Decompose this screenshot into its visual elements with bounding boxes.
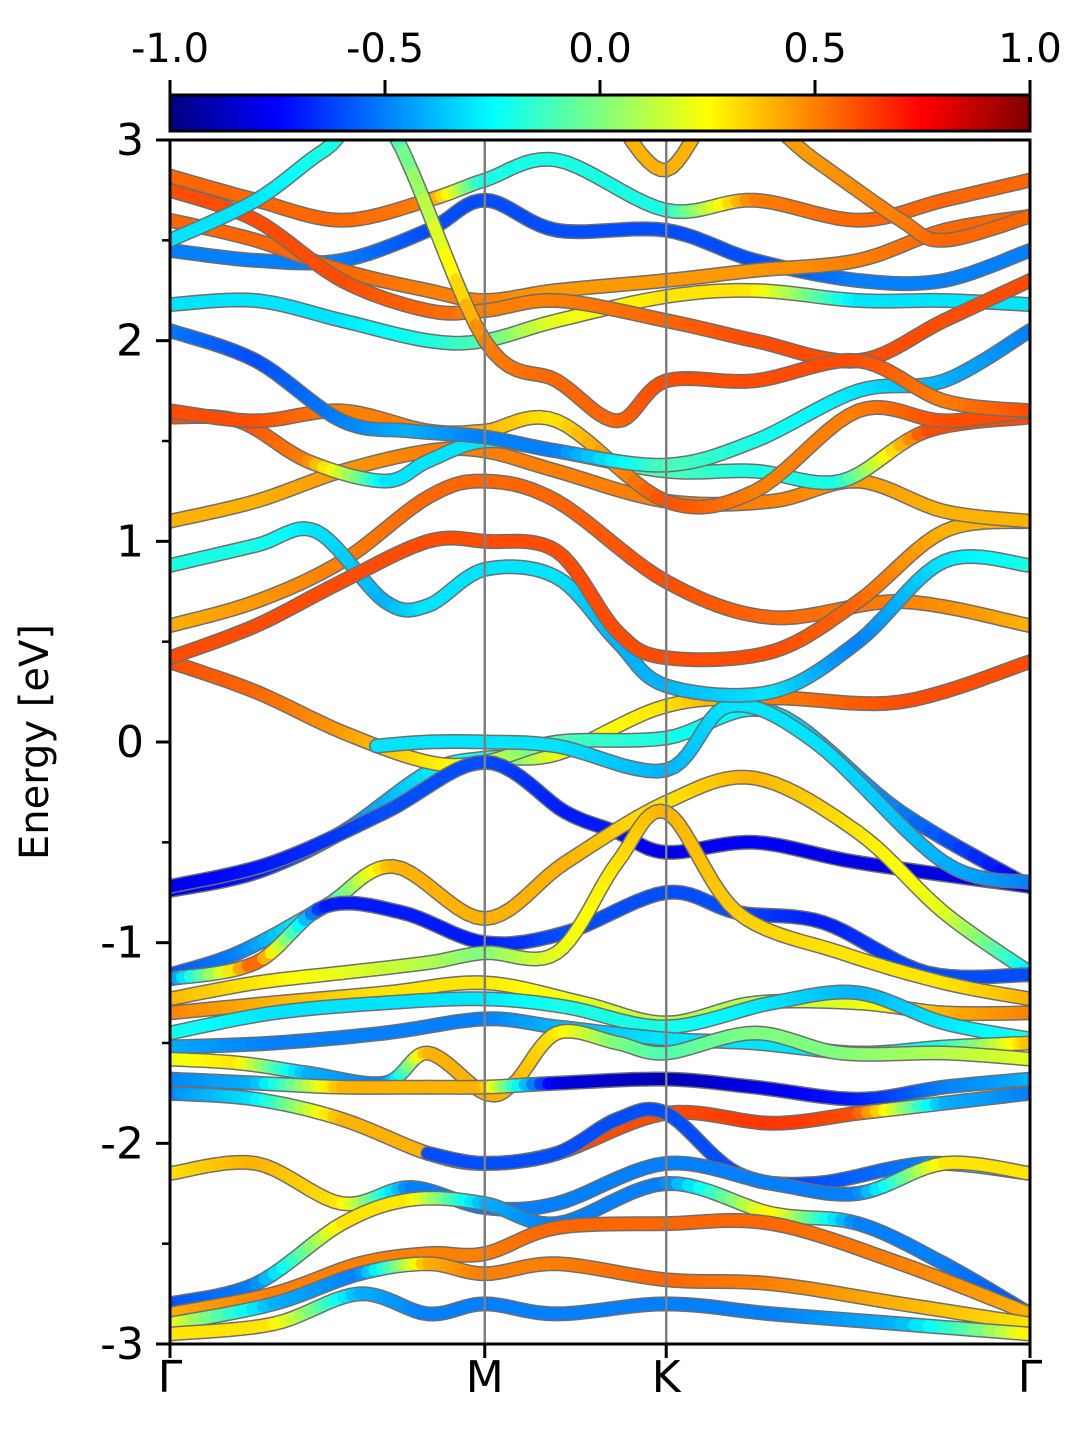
band-segment: [330, 140, 344, 145]
band-12: [170, 1071, 1030, 1107]
y-tick-label: 3: [116, 115, 144, 166]
band-18: [170, 1256, 1030, 1332]
colorbar-gradient: [168, 93, 1032, 133]
band-9: [170, 984, 1030, 1047]
colorbar: -1.0 -0.5 0.0 0.5 1.0: [131, 26, 1062, 133]
band-lines: [170, 140, 1030, 1342]
band-17: [170, 1213, 1030, 1322]
band-22: [170, 513, 1030, 668]
band-31: [170, 151, 1030, 228]
y-tick-label: 0: [116, 717, 144, 768]
colorbar-tick-label: -0.5: [346, 26, 424, 72]
y-tick-label: -1: [100, 918, 144, 969]
colorbar-tick-label: 1.0: [998, 26, 1062, 72]
band-19: [170, 1286, 1030, 1342]
y-tick-label: 1: [116, 516, 144, 567]
colorbar-tick-label: 0.0: [568, 26, 632, 72]
y-axis: -3 -2 -1 0 1 2 3: [100, 115, 170, 1370]
high-symmetry-lines: [483, 140, 668, 1344]
y-tick-label: 2: [116, 316, 144, 367]
band-27: [170, 282, 1030, 351]
band-7: [170, 803, 1030, 1007]
x-tick-label: Γ: [1018, 1352, 1043, 1403]
colorbar-ticks: -1.0 -0.5 0.0 0.5 1.0: [131, 26, 1062, 95]
band-segment: [683, 140, 699, 151]
band-32: [170, 140, 1030, 429]
colorbar-tick-label: 0.5: [783, 26, 847, 72]
colorbar-tick-label: -1.0: [131, 26, 209, 72]
y-tick-label: -3: [100, 1319, 144, 1370]
x-tick-label: Γ: [158, 1352, 183, 1403]
x-tick-label: K: [652, 1352, 682, 1403]
band-30: [170, 182, 1030, 369]
x-tick-label: M: [466, 1352, 504, 1403]
y-tick-label: -2: [100, 1118, 144, 1169]
band-26: [170, 323, 1030, 473]
y-axis-label: Energy [eV]: [12, 624, 58, 860]
